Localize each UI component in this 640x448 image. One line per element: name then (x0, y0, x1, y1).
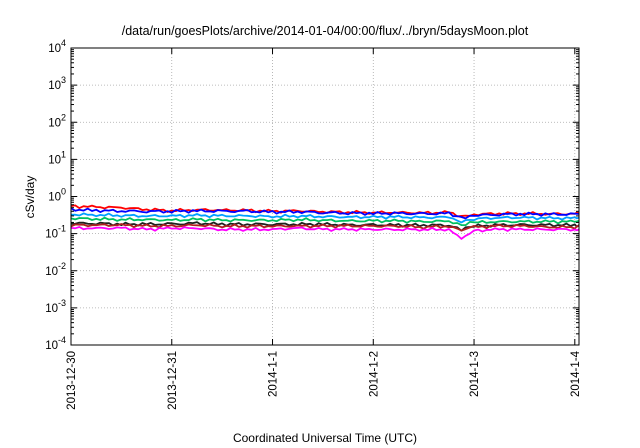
x-axis: 2013-12-30 2013-12-31 2014-1-1 2014-1-2 2014… (66, 48, 582, 410)
y-tick-label: 100 (48, 187, 66, 204)
y-tick-label: 10-1 (45, 224, 66, 241)
y-tick-label: 10-3 (45, 298, 66, 315)
y-tick-label: 102 (48, 112, 66, 129)
plot-frame (70, 47, 580, 346)
y-tick-label: 10-4 (45, 335, 66, 352)
y-tick-label: 101 (48, 149, 66, 166)
y-tick-label: 10-2 (45, 261, 66, 278)
chart-title: /data/run/goesPlots/archive/2014-01-04/0… (122, 24, 529, 38)
series-line (70, 226, 580, 240)
x-tick-label: 2014-1-4 (570, 350, 582, 397)
y-axis-label: cSv/day (23, 176, 37, 219)
x-tick-label: 2013-12-30 (66, 351, 78, 410)
x-tick-label: 2014-1-2 (368, 351, 380, 397)
y-tick-label: 103 (48, 75, 66, 92)
x-tick-label: 2013-12-31 (167, 351, 179, 410)
series-line (70, 216, 580, 227)
x-tick-label: 2014-1-1 (268, 351, 280, 397)
x-axis-label: Coordinated Universal Time (UTC) (233, 431, 417, 445)
grid (70, 48, 579, 345)
series-line (70, 207, 580, 220)
series-line (70, 212, 580, 224)
series-line (70, 223, 580, 232)
y-tick-label: 104 (48, 38, 66, 55)
x-tick-label: 2014-1-3 (469, 351, 481, 397)
series-layer (70, 204, 580, 240)
